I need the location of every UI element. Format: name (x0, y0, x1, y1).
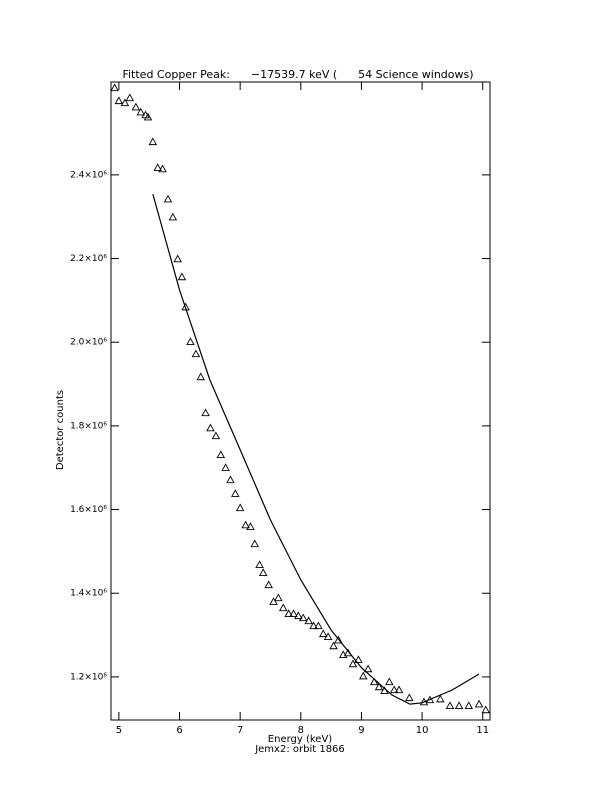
data-point (177, 272, 187, 281)
plot-frame (110, 81, 491, 721)
data-point (309, 621, 318, 630)
data-point (314, 621, 323, 630)
data-point (425, 695, 435, 704)
y-axis-label: Detector counts (55, 390, 66, 470)
data-point (298, 613, 308, 622)
data-point (114, 96, 124, 105)
data-point (250, 539, 259, 548)
data-point (389, 685, 399, 694)
data-point (374, 682, 384, 691)
x-tick-label: 5 (116, 725, 122, 736)
data-point (354, 655, 363, 664)
data-point (158, 164, 167, 173)
data-point (241, 520, 250, 529)
data-point (131, 102, 141, 111)
data-point (436, 694, 445, 703)
data-point (110, 83, 119, 92)
data-point (481, 705, 491, 714)
data-point (323, 632, 333, 640)
data-point (329, 641, 338, 650)
data-point (226, 475, 235, 484)
data-point (255, 560, 264, 569)
y-tick-label: 1.6×10⁶ (70, 505, 107, 515)
data-point (454, 701, 464, 710)
data-point (143, 112, 153, 121)
data-point (231, 489, 240, 497)
data-point (318, 629, 328, 638)
y-tick-label: 2.4×10⁶ (70, 170, 107, 180)
x-tick-label: 10 (416, 725, 429, 736)
data-point (181, 302, 190, 311)
data-point (136, 107, 145, 116)
data-point (294, 611, 303, 620)
x-tick-label: 11 (476, 725, 489, 736)
footnote: Jemx2: orbit 1866 (254, 744, 345, 755)
data-point (148, 137, 158, 146)
data-point (269, 597, 278, 605)
data-point (405, 693, 414, 702)
data-point (191, 349, 201, 358)
data-point (474, 699, 484, 708)
x-tick-label: 9 (358, 725, 364, 736)
data-point (153, 163, 162, 172)
data-point (206, 423, 215, 432)
data-point (216, 450, 226, 459)
data-point (278, 603, 288, 612)
data-point (186, 337, 195, 346)
data-point (363, 664, 373, 673)
data-point (304, 616, 313, 625)
data-point (235, 503, 245, 512)
data-point (125, 93, 135, 102)
x-tick-label: 7 (237, 725, 243, 736)
data-point (246, 522, 255, 530)
y-tick-label: 2.2×10⁶ (70, 254, 107, 264)
y-tick-label: 1.2×10⁶ (70, 672, 107, 682)
data-point (348, 659, 358, 668)
data-point (358, 671, 368, 680)
x-tick-label: 8 (298, 725, 304, 736)
x-axis-label: Energy (keV) (268, 734, 333, 745)
data-point (369, 677, 379, 686)
fit-line (152, 193, 480, 705)
data-point (221, 463, 230, 471)
data-point (289, 609, 298, 617)
data-point (163, 194, 173, 203)
data-point (120, 98, 130, 107)
chart-title: Fitted Copper Peak: −17539.7 keV ( 54 Sc… (122, 68, 473, 81)
data-point (394, 685, 404, 694)
y-tick-label: 2.0×10⁶ (70, 338, 107, 348)
data-point (201, 408, 210, 417)
data-point (334, 635, 343, 644)
data-point (168, 212, 178, 221)
data-point (211, 431, 221, 440)
data-point (445, 701, 455, 710)
y-tick-label: 1.4×10⁶ (70, 589, 107, 599)
data-point (385, 677, 394, 686)
data-point (284, 609, 293, 617)
data-point (264, 580, 273, 589)
y-tick-label: 1.8×10⁶ (70, 421, 107, 431)
data-point (173, 254, 182, 263)
data-point (274, 593, 283, 602)
data-point (196, 372, 206, 381)
data-point (258, 568, 268, 576)
data-point (464, 701, 474, 710)
x-tick-label: 6 (176, 725, 182, 736)
